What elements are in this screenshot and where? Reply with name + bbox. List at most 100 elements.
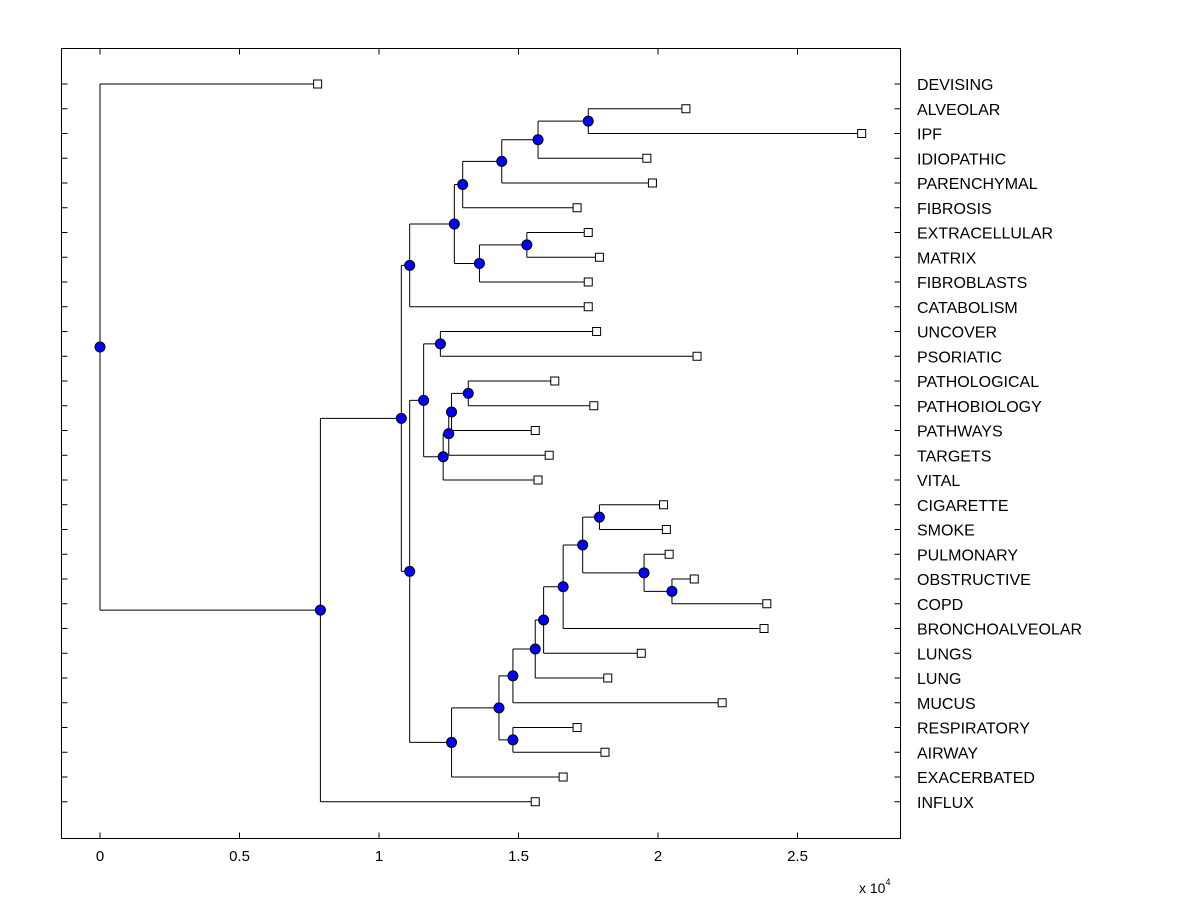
leaf-label-fibrosis: FIBROSIS [917, 201, 992, 218]
leaf-marker-uncover [592, 327, 602, 336]
leaf-marker-pathways [530, 426, 540, 435]
node-marker-n29 [94, 341, 106, 353]
leaf-marker-smoke [661, 525, 671, 534]
leaf-label-influx: INFLUX [917, 795, 974, 812]
leaf-label-mucus: MUCUS [917, 696, 976, 713]
node-marker-n2 [532, 134, 544, 146]
x-tick-label: 2.5 [787, 848, 808, 865]
leaf-marker-respiratory [572, 723, 582, 732]
x-tick-labels: 0 0.5 1 1.5 2 2.5 [96, 848, 808, 865]
node-marker-n13 [437, 451, 449, 463]
node-marker-n25 [446, 736, 458, 748]
node-marker-n15 [593, 511, 605, 523]
leaf-label-ipf: IPF [917, 127, 942, 144]
y-axis-ticks [61, 83, 901, 803]
leaf-label-lung: LUNG [917, 671, 961, 688]
node-marker-n22 [507, 670, 519, 682]
leaf-label-psoriatic: PSORIATIC [917, 349, 1002, 366]
leaf-label-matrix: MATRIX [917, 250, 977, 267]
leaf-label-respiratory: RESPIRATORY [917, 721, 1030, 738]
leaf-label-idiopathic: IDIOPATHIC [917, 151, 1006, 168]
leaf-marker-mucus [717, 698, 727, 708]
node-marker-n28 [314, 604, 326, 616]
leaf-marker-psoriatic [692, 351, 702, 361]
node-marker-n5 [521, 239, 533, 251]
leaf-label-targets: TARGETS [917, 448, 991, 465]
leaf-marker-alveolar [681, 104, 691, 114]
node-marker-n20 [538, 614, 550, 626]
leaf-label-smoke: SMOKE [917, 523, 975, 540]
leaf-marker-pulmonary [664, 549, 674, 559]
plot-area-frame [61, 48, 901, 839]
node-marker-n3 [496, 155, 508, 167]
leaf-label-pathological: PATHOLOGICAL [917, 374, 1039, 391]
leaf-marker-fibrosis [572, 203, 582, 213]
x-tick-label: 1 [375, 848, 383, 865]
leaf-label-vital: VITAL [917, 473, 960, 490]
leaf-marker-obstructive [689, 574, 699, 584]
node-marker-n26 [404, 565, 416, 577]
node-markers [94, 115, 678, 748]
leaf-marker-catabolism [583, 302, 593, 312]
node-marker-n7 [448, 218, 460, 230]
leaf-label-airway: AIRWAY [917, 745, 978, 762]
leaf-marker-extracellular [583, 228, 593, 237]
leaf-labels: DEVISING ALVEOLAR IPF IDIOPATHIC PARENCHYMAL… [917, 77, 1082, 812]
x-axis-ticks [99, 48, 798, 839]
node-marker-n24 [493, 702, 505, 714]
leaf-label-alveolar: ALVEOLAR [917, 102, 1000, 119]
leaf-label-extracellular: EXTRACELLULAR [917, 226, 1053, 243]
leaf-marker-pathological [550, 376, 560, 386]
x-multiplier-exponent: 4 [885, 877, 890, 887]
node-marker-n19 [557, 581, 569, 593]
leaf-marker-ipf [857, 129, 867, 138]
node-marker-n17 [638, 567, 650, 579]
leaf-marker-lungs [636, 648, 646, 658]
node-marker-n6 [473, 257, 485, 269]
x-multiplier-label: x 104 [859, 877, 890, 896]
leaf-marker-devising [313, 79, 323, 89]
x-multiplier-base: x 10 [859, 880, 886, 896]
leaf-marker-matrix [594, 252, 604, 262]
node-marker-n8 [404, 259, 416, 271]
x-tick-label: 2 [654, 848, 662, 865]
node-marker-n27 [395, 412, 407, 424]
leaf-marker-exacerbated [558, 772, 568, 782]
leaf-label-pathobiology: PATHOBIOLOGY [917, 399, 1042, 416]
node-marker-n14 [418, 394, 430, 406]
node-marker-n4 [457, 179, 469, 191]
leaf-label-obstructive: OBSTRUCTIVE [917, 572, 1031, 589]
leaf-marker-targets [544, 450, 554, 460]
leaf-marker-vital [533, 475, 543, 485]
node-marker-n12 [443, 428, 455, 440]
leaf-label-exacerbated: EXACERBATED [917, 770, 1035, 787]
leaf-marker-bronchoalveolar [759, 624, 769, 633]
dendrogram-links [99, 83, 862, 803]
node-marker-n9 [434, 338, 446, 350]
node-marker-n16 [666, 585, 678, 597]
leaf-marker-fibroblasts [583, 277, 593, 287]
leaf-label-uncover: UNCOVER [917, 325, 997, 342]
leaf-label-fibroblasts: FIBROBLASTS [917, 275, 1027, 292]
leaf-marker-lung [603, 673, 613, 683]
node-marker-n10 [462, 387, 474, 399]
leaf-label-bronchoalveolar: BRONCHOALVEOLAR [917, 622, 1082, 639]
leaf-marker-cigarette [659, 500, 669, 510]
leaf-label-pulmonary: PULMONARY [917, 547, 1018, 564]
leaf-marker-idiopathic [642, 153, 652, 163]
leaf-label-lungs: LUNGS [917, 646, 972, 663]
leaf-marker-copd [762, 599, 772, 609]
x-tick-label: 0 [96, 848, 104, 865]
node-marker-n1 [582, 115, 594, 127]
node-marker-n23 [507, 734, 519, 746]
leaf-label-parenchymal: PARENCHYMAL [917, 176, 1038, 193]
leaf-label-cigarette: CIGARETTE [917, 498, 1009, 515]
leaf-label-pathways: PATHWAYS [917, 424, 1003, 441]
x-tick-label: 1.5 [508, 848, 529, 865]
node-marker-n21 [529, 643, 541, 655]
leaf-label-devising: DEVISING [917, 77, 993, 94]
leaf-marker-influx [530, 797, 540, 807]
leaf-marker-parenchymal [647, 178, 657, 188]
